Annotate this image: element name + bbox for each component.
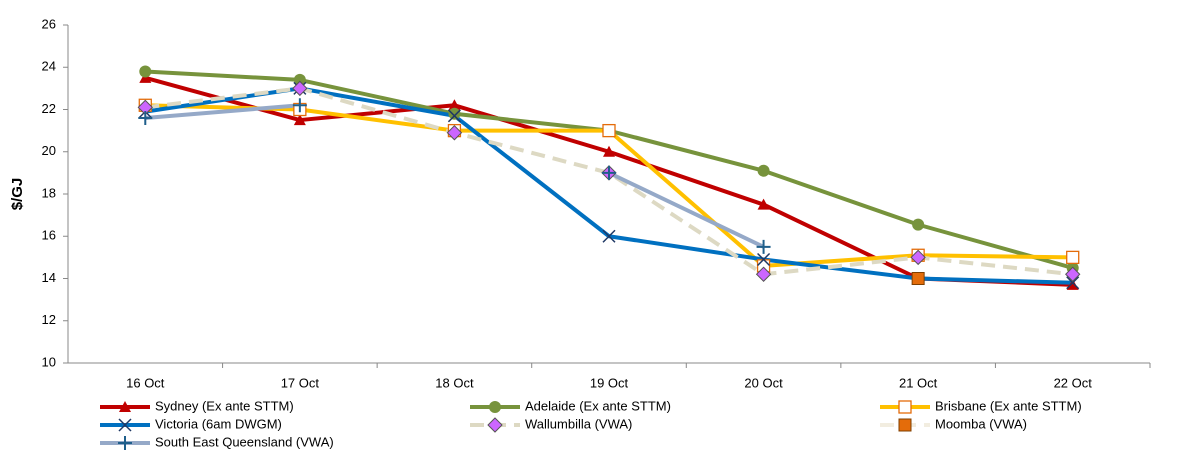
y-axis-label: $/GJ — [9, 178, 26, 211]
point — [1066, 276, 1080, 290]
legend-marker — [489, 401, 501, 413]
point — [138, 110, 153, 125]
point — [602, 123, 616, 138]
point — [292, 80, 308, 97]
point — [757, 164, 770, 177]
legend-marker — [119, 401, 131, 412]
legend-label: Brisbane (Ex ante STTM) — [935, 398, 1082, 413]
y-tick-label: 26 — [42, 16, 56, 31]
point — [757, 252, 771, 267]
point — [139, 65, 152, 78]
point — [292, 98, 307, 113]
point — [1066, 250, 1080, 265]
point — [293, 73, 306, 86]
point — [1066, 278, 1079, 290]
point — [448, 99, 461, 111]
point — [603, 145, 615, 157]
y-tick-label: 20 — [42, 143, 56, 158]
legend-marker — [487, 417, 503, 433]
x-tick-label: 20 Oct — [744, 375, 783, 390]
x-tick-label: 19 Oct — [590, 375, 629, 390]
legend-marker — [118, 418, 132, 432]
legend-marker — [898, 418, 912, 432]
y-tick-label: 14 — [42, 270, 56, 285]
y-tick-label: 22 — [42, 101, 56, 116]
point — [757, 198, 770, 210]
x-tick-label: 16 Oct — [126, 375, 165, 390]
legend-label: Wallumbilla (VWA) — [525, 416, 632, 431]
point — [447, 109, 461, 123]
point — [446, 125, 463, 141]
x-tick-label: 21 Oct — [899, 375, 938, 390]
series-line — [145, 103, 765, 249]
legend-label: South East Queensland (VWA) — [155, 434, 334, 449]
point — [755, 266, 772, 282]
point — [910, 249, 926, 266]
point — [911, 272, 925, 285]
point — [1065, 266, 1081, 282]
legend-label: Victoria (6am DWGM) — [155, 416, 282, 431]
y-tick-label: 24 — [42, 59, 56, 74]
y-tick-label: 18 — [42, 185, 56, 200]
legend-label: Moomba (VWA) — [935, 416, 1027, 431]
point — [602, 229, 616, 243]
x-tick-label: 22 Oct — [1054, 375, 1093, 390]
legend-marker — [118, 436, 132, 450]
y-tick-label: 12 — [42, 312, 56, 327]
y-tick-label: 16 — [42, 228, 56, 243]
point — [912, 218, 925, 231]
x-tick-label: 18 Oct — [435, 375, 474, 390]
point — [293, 114, 306, 126]
y-tick-label: 10 — [42, 354, 56, 369]
x-tick-label: 17 Oct — [281, 375, 320, 390]
legend-label: Sydney (Ex ante STTM) — [155, 398, 294, 413]
point — [602, 165, 616, 180]
legend-marker — [898, 400, 912, 414]
legend-label: Adelaide (Ex ante STTM) — [525, 398, 671, 413]
point — [756, 239, 771, 254]
point — [448, 107, 461, 120]
